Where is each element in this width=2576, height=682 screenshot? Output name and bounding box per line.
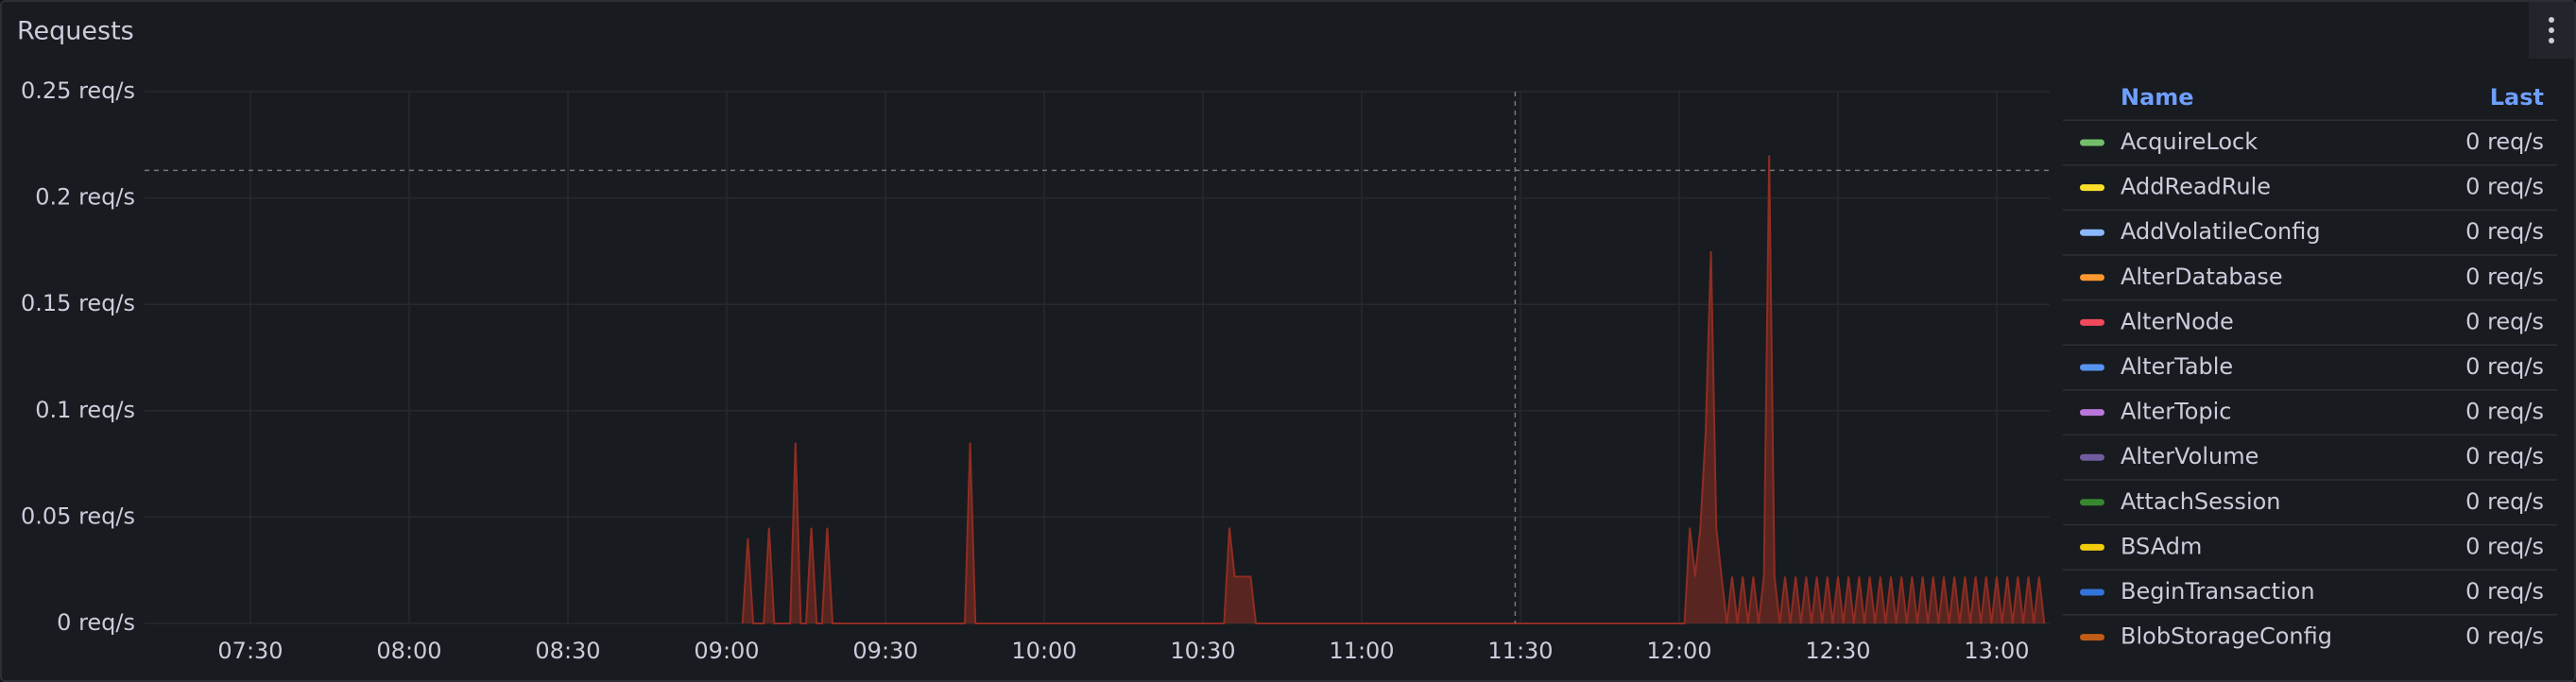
x-tick-label: 07:30 [217, 638, 283, 664]
x-tick-label: 11:30 [1487, 638, 1553, 664]
legend-name: AddVolatileConfig [2121, 218, 2321, 245]
legend-last: 0 req/s [2465, 308, 2544, 334]
x-tick-label: 10:30 [1170, 638, 1235, 664]
legend-last: 0 req/s [2465, 578, 2544, 605]
y-tick-label: 0.05 req/s [21, 503, 135, 529]
panel-title: Requests [17, 17, 134, 46]
legend-name: BSAdm [2121, 533, 2202, 559]
legend-name: BlobStorageConfig [2121, 623, 2332, 650]
legend-last: 0 req/s [2465, 443, 2544, 469]
legend-last: 0 req/s [2465, 623, 2544, 650]
legend-last: 0 req/s [2465, 488, 2544, 515]
legend-name: AlterTopic [2121, 399, 2232, 425]
legend-swatch [2080, 588, 2104, 596]
x-tick-label: 12:00 [1646, 638, 1711, 664]
legend-name: BeginTransaction [2121, 578, 2315, 605]
legend-swatch [2080, 543, 2104, 551]
legend-swatch [2080, 453, 2104, 461]
y-tick-label: 0 req/s [57, 609, 135, 636]
x-tick-label: 09:00 [694, 638, 759, 664]
menu-dot [2549, 17, 2554, 23]
menu-dot [2549, 38, 2554, 43]
legend-name: AddReadRule [2121, 174, 2271, 200]
x-tick-label: 12:30 [1805, 638, 1870, 664]
x-tick-label: 13:00 [1964, 638, 2029, 664]
legend-swatch [2080, 364, 2104, 371]
legend-swatch [2080, 274, 2104, 281]
panel-menu[interactable] [2529, 2, 2574, 59]
x-tick-label: 08:00 [376, 638, 441, 664]
menu-dot [2549, 27, 2554, 33]
legend-name: AlterVolume [2121, 443, 2258, 469]
y-tick-label: 0.25 req/s [21, 77, 135, 104]
legend-last: 0 req/s [2465, 174, 2544, 200]
legend-name: AlterDatabase [2121, 264, 2283, 290]
legend-last: 0 req/s [2465, 399, 2544, 425]
area-line [741, 155, 2046, 624]
legend-swatch [2080, 318, 2104, 326]
legend-last: 0 req/s [2465, 218, 2544, 245]
legend-name: AcquireLock [2121, 128, 2258, 155]
x-tick-label: 10:00 [1011, 638, 1076, 664]
y-tick-label: 0.15 req/s [21, 290, 135, 316]
legend-name: AttachSession [2121, 488, 2281, 515]
x-tick-label: 08:30 [535, 638, 600, 664]
legend-swatch [2080, 229, 2104, 236]
legend-header: Name [2121, 84, 2194, 111]
legend-last: 0 req/s [2465, 128, 2544, 155]
legend-swatch [2080, 139, 2104, 146]
legend-header: Last [2490, 84, 2544, 111]
legend-swatch [2080, 409, 2104, 417]
y-tick-label: 0.2 req/s [35, 184, 135, 211]
legend-last: 0 req/s [2465, 264, 2544, 290]
legend-swatch [2080, 184, 2104, 192]
legend-swatch [2080, 634, 2104, 641]
x-tick-label: 11:00 [1329, 638, 1394, 664]
legend-last: 0 req/s [2465, 353, 2544, 380]
legend-name: AlterNode [2121, 308, 2234, 334]
legend-last: 0 req/s [2465, 533, 2544, 559]
x-tick-label: 09:30 [852, 638, 918, 664]
legend-name: AlterTable [2121, 353, 2233, 380]
y-tick-label: 0.1 req/s [35, 397, 135, 423]
legend-swatch [2080, 499, 2104, 506]
